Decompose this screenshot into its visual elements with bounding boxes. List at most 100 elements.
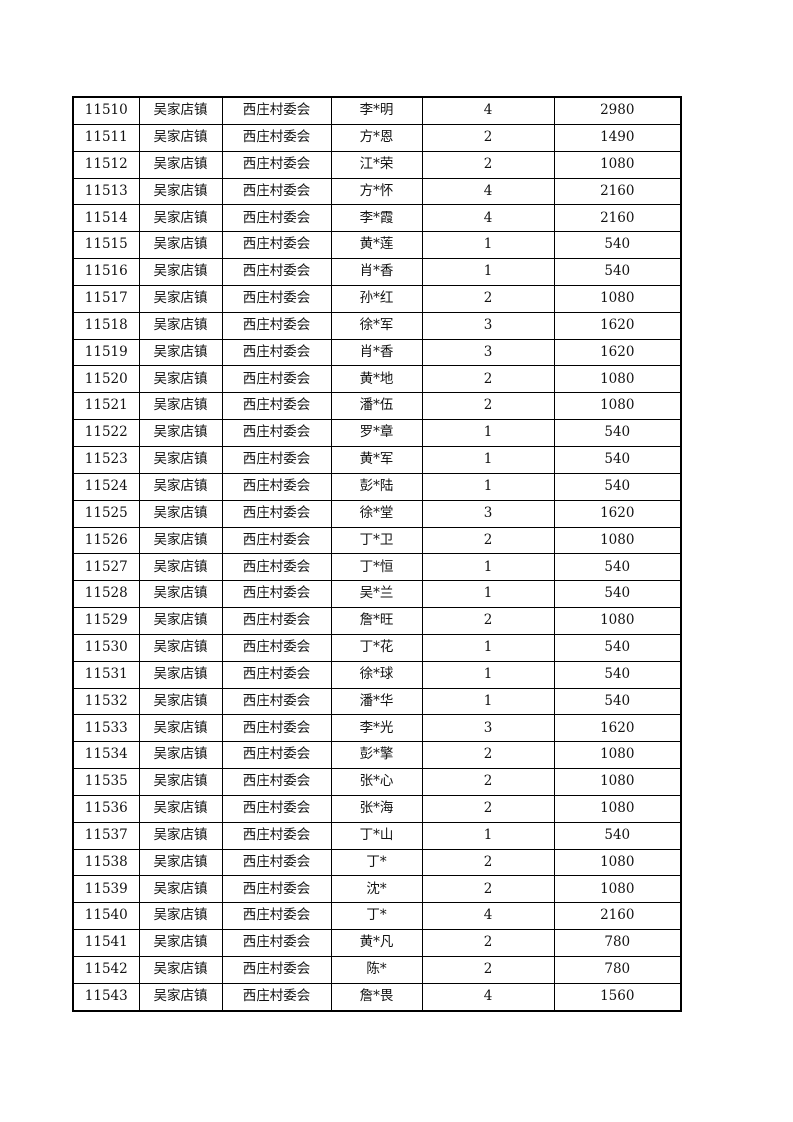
cell-amount: 540 (553, 821, 682, 850)
cell-name: 彭*陆 (330, 472, 423, 501)
table-row: 11535 吴家店镇 西庄村委会 张*心 2 1080 (72, 768, 682, 796)
cell-amount: 2980 (553, 96, 682, 125)
cell-row-id: 11513 (72, 177, 140, 206)
cell-row-id: 11524 (72, 472, 140, 501)
cell-village: 西庄村委会 (221, 902, 332, 931)
cell-count: 2 (421, 365, 555, 394)
cell-row-id: 11511 (72, 123, 140, 152)
cell-name: 徐*球 (330, 660, 423, 689)
cell-row-id: 11535 (72, 768, 140, 796)
cell-village: 西庄村委会 (221, 956, 332, 984)
cell-village: 西庄村委会 (221, 284, 332, 313)
cell-name: 詹*畏 (330, 982, 423, 1012)
cell-name: 黄*地 (330, 365, 423, 394)
cell-count: 1 (421, 445, 555, 474)
cell-count: 4 (421, 902, 555, 931)
cell-amount: 1620 (553, 499, 682, 528)
cell-village: 西庄村委会 (221, 526, 332, 555)
cell-count: 2 (421, 741, 555, 770)
table-row: 11511 吴家店镇 西庄村委会 方*恩 2 1490 (72, 123, 682, 152)
table-row: 11533 吴家店镇 西庄村委会 李*光 3 1620 (72, 714, 682, 743)
cell-town: 吴家店镇 (138, 311, 223, 340)
cell-name: 潘*伍 (330, 392, 423, 421)
table-row: 11530 吴家店镇 西庄村委会 丁*花 1 540 (72, 633, 682, 662)
cell-amount: 540 (553, 231, 682, 260)
cell-name: 丁*花 (330, 633, 423, 662)
table-row: 11539 吴家店镇 西庄村委会 沈* 2 1080 (72, 875, 682, 904)
cell-row-id: 11540 (72, 902, 140, 931)
cell-row-id: 11521 (72, 392, 140, 421)
cell-town: 吴家店镇 (138, 633, 223, 662)
cell-amount: 540 (553, 258, 682, 286)
cell-town: 吴家店镇 (138, 123, 223, 152)
cell-name: 罗*章 (330, 419, 423, 447)
table-row: 11537 吴家店镇 西庄村委会 丁*山 1 540 (72, 821, 682, 850)
table-row: 11513 吴家店镇 西庄村委会 方*怀 4 2160 (72, 177, 682, 206)
cell-name: 丁* (330, 848, 423, 877)
cell-row-id: 11531 (72, 660, 140, 689)
table-row: 11522 吴家店镇 西庄村委会 罗*章 1 540 (72, 419, 682, 447)
cell-count: 2 (421, 284, 555, 313)
table-row: 11510 吴家店镇 西庄村委会 李*明 4 2980 (72, 96, 682, 125)
cell-town: 吴家店镇 (138, 231, 223, 260)
cell-name: 徐*堂 (330, 499, 423, 528)
cell-count: 3 (421, 338, 555, 367)
table-row: 11515 吴家店镇 西庄村委会 黄*莲 1 540 (72, 231, 682, 260)
cell-town: 吴家店镇 (138, 553, 223, 582)
cell-village: 西庄村委会 (221, 150, 332, 179)
cell-name: 黄*莲 (330, 231, 423, 260)
cell-town: 吴家店镇 (138, 392, 223, 421)
table-row: 11518 吴家店镇 西庄村委会 徐*军 3 1620 (72, 311, 682, 340)
table-row: 11534 吴家店镇 西庄村委会 彭*擎 2 1080 (72, 741, 682, 770)
cell-amount: 1080 (553, 768, 682, 796)
cell-count: 4 (421, 204, 555, 233)
cell-town: 吴家店镇 (138, 338, 223, 367)
cell-amount: 1560 (553, 982, 682, 1012)
cell-count: 4 (421, 96, 555, 125)
cell-name: 丁* (330, 902, 423, 931)
cell-town: 吴家店镇 (138, 902, 223, 931)
table-row: 11526 吴家店镇 西庄村委会 丁*卫 2 1080 (72, 526, 682, 555)
cell-row-id: 11516 (72, 258, 140, 286)
cell-town: 吴家店镇 (138, 821, 223, 850)
cell-village: 西庄村委会 (221, 687, 332, 716)
cell-name: 孙*红 (330, 284, 423, 313)
cell-row-id: 11512 (72, 150, 140, 179)
table-row: 11521 吴家店镇 西庄村委会 潘*伍 2 1080 (72, 392, 682, 421)
cell-town: 吴家店镇 (138, 526, 223, 555)
cell-name: 张*海 (330, 794, 423, 823)
cell-village: 西庄村委会 (221, 982, 332, 1012)
cell-amount: 1620 (553, 311, 682, 340)
cell-amount: 540 (553, 687, 682, 716)
cell-name: 李*明 (330, 96, 423, 125)
cell-town: 吴家店镇 (138, 472, 223, 501)
table-row: 11520 吴家店镇 西庄村委会 黄*地 2 1080 (72, 365, 682, 394)
table-row: 11541 吴家店镇 西庄村委会 黄*凡 2 780 (72, 929, 682, 957)
cell-count: 2 (421, 607, 555, 635)
cell-name: 肖*香 (330, 258, 423, 286)
cell-village: 西庄村委会 (221, 633, 332, 662)
table-row: 11524 吴家店镇 西庄村委会 彭*陆 1 540 (72, 472, 682, 501)
cell-village: 西庄村委会 (221, 848, 332, 877)
cell-town: 吴家店镇 (138, 848, 223, 877)
cell-amount: 540 (553, 445, 682, 474)
cell-amount: 1080 (553, 392, 682, 421)
cell-town: 吴家店镇 (138, 258, 223, 286)
table-row: 11542 吴家店镇 西庄村委会 陈* 2 780 (72, 956, 682, 984)
cell-town: 吴家店镇 (138, 445, 223, 474)
cell-row-id: 11534 (72, 741, 140, 770)
cell-town: 吴家店镇 (138, 419, 223, 447)
cell-row-id: 11532 (72, 687, 140, 716)
cell-count: 1 (421, 553, 555, 582)
cell-name: 陈* (330, 956, 423, 984)
cell-village: 西庄村委会 (221, 204, 332, 233)
cell-village: 西庄村委会 (221, 445, 332, 474)
table-row: 11512 吴家店镇 西庄村委会 江*荣 2 1080 (72, 150, 682, 179)
cell-village: 西庄村委会 (221, 794, 332, 823)
cell-village: 西庄村委会 (221, 660, 332, 689)
cell-amount: 540 (553, 472, 682, 501)
cell-row-id: 11543 (72, 982, 140, 1012)
cell-town: 吴家店镇 (138, 956, 223, 984)
cell-amount: 1080 (553, 284, 682, 313)
table-row: 11538 吴家店镇 西庄村委会 丁* 2 1080 (72, 848, 682, 877)
